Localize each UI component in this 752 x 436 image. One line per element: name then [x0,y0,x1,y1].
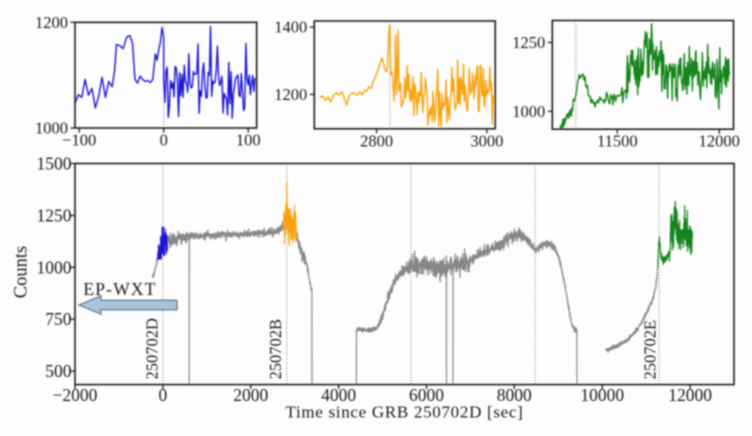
svg-text:EP-WXT: EP-WXT [83,279,156,299]
svg-text:250702E: 250702E [641,320,660,380]
svg-text:750: 750 [45,309,72,329]
svg-text:−2000: −2000 [53,385,98,405]
svg-text:1500: 1500 [37,154,72,174]
svg-text:1400: 1400 [274,18,307,37]
svg-text:250702D: 250702D [142,318,161,380]
svg-text:500: 500 [45,361,72,381]
svg-text:1000: 1000 [512,102,545,121]
svg-text:Counts: Counts [12,246,32,298]
svg-text:1200: 1200 [274,85,307,104]
svg-text:8000: 8000 [497,385,532,405]
svg-text:11500: 11500 [597,132,638,151]
svg-text:4000: 4000 [321,385,356,405]
svg-text:10000: 10000 [580,385,624,405]
svg-text:0: 0 [159,385,168,405]
svg-text:1200: 1200 [35,13,68,32]
svg-text:3000: 3000 [470,131,503,150]
svg-text:0: 0 [160,131,168,150]
svg-text:12000: 12000 [699,132,740,151]
svg-text:6000: 6000 [409,385,444,405]
svg-text:1250: 1250 [37,205,72,225]
svg-text:−100: −100 [62,131,96,150]
svg-text:250702B: 250702B [266,319,285,380]
svg-text:Time since GRB 250702D [sec]: Time since GRB 250702D [sec] [285,403,523,422]
svg-text:100: 100 [236,131,261,150]
svg-text:1250: 1250 [512,33,545,52]
svg-text:2800: 2800 [360,131,393,150]
svg-text:1000: 1000 [35,119,68,138]
svg-text:2000: 2000 [233,385,268,405]
svg-text:1000: 1000 [37,257,72,277]
svg-text:12000: 12000 [668,385,712,405]
